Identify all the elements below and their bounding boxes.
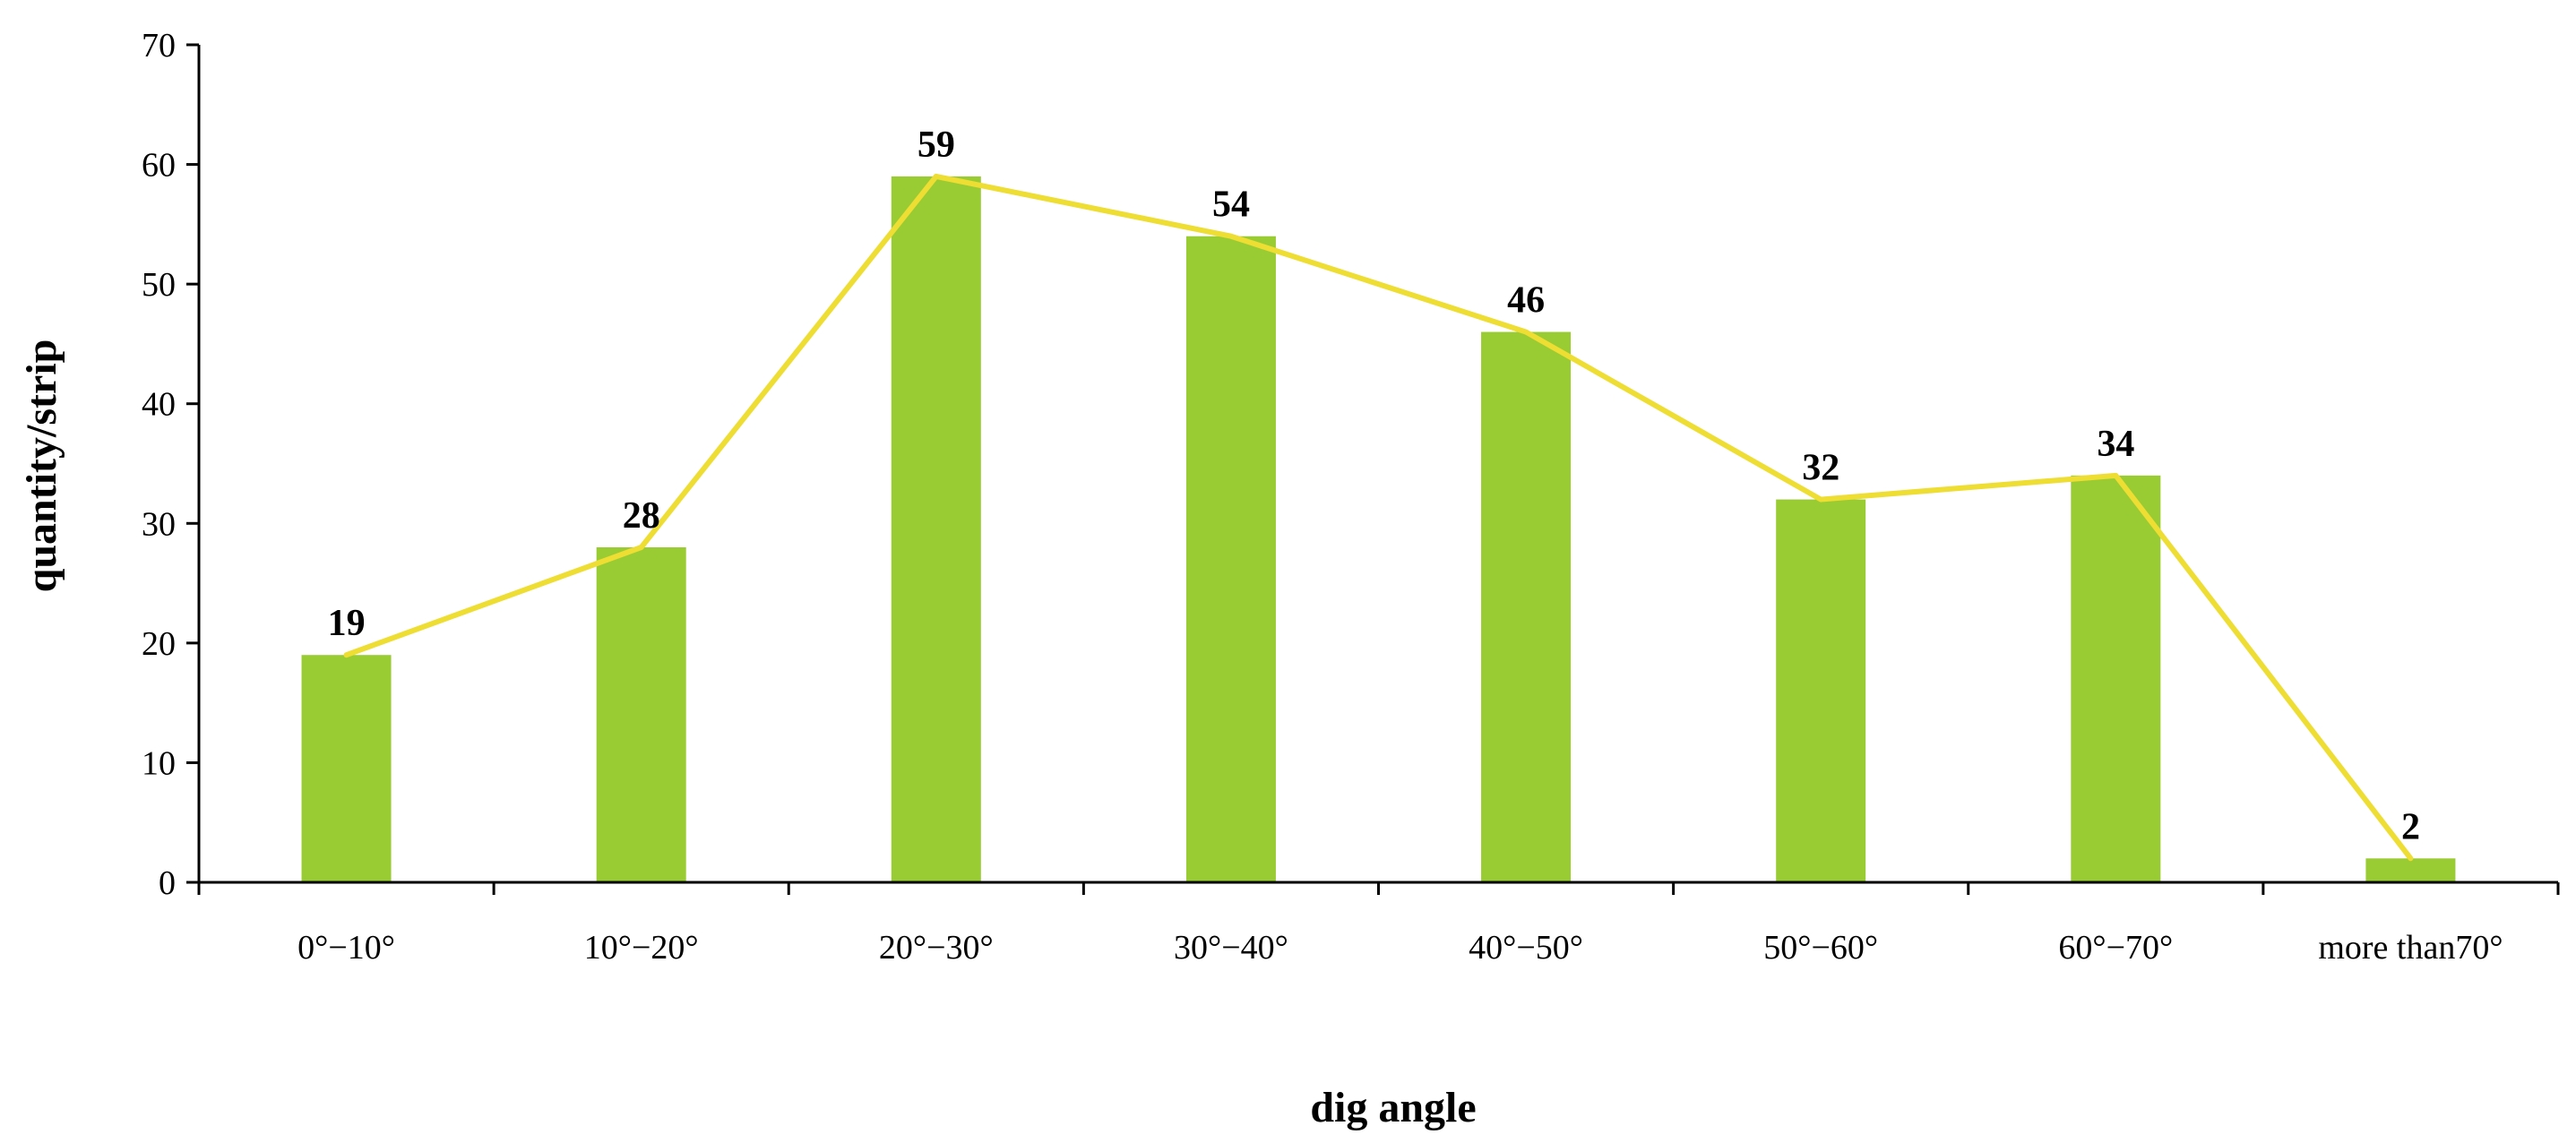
y-tick-label-20: 20 — [142, 625, 176, 663]
bars-layer — [301, 176, 2456, 883]
data-label-5: 46 — [1507, 280, 1545, 322]
x-axis-title: dig angle — [1310, 1084, 1476, 1131]
bar-1 — [301, 655, 392, 882]
x-tick-label-6: 50°−60° — [1763, 929, 1878, 967]
y-tick-label-0: 0 — [159, 864, 176, 902]
x-tick-label-2: 10°−20° — [584, 929, 699, 967]
x-tick-label-3: 20°−30° — [879, 929, 994, 967]
y-tick-label-10: 10 — [142, 744, 176, 782]
data-label-7: 34 — [2097, 424, 2134, 465]
x-tick-label-4: 30°−40° — [1174, 929, 1288, 967]
bar-8 — [2365, 858, 2456, 882]
y-tick-label-70: 70 — [142, 27, 176, 64]
y-axis-title: quantity/strip — [18, 339, 65, 593]
x-tick-label-1: 0°−10° — [297, 929, 395, 967]
series-line — [343, 173, 2414, 862]
data-label-1: 19 — [328, 603, 366, 644]
data-label-6: 32 — [1802, 448, 1839, 489]
bar-6 — [1776, 499, 1866, 882]
y-tick-label-50: 50 — [142, 266, 176, 304]
labels-layer: 0 10 20 30 40 50 60 70 0°−10° 10°−20° 20°−30° 30°−4… — [142, 27, 2503, 967]
data-label-2: 28 — [623, 495, 660, 537]
y-tick-label-60: 60 — [142, 147, 176, 185]
x-tick-label-8: more than70° — [2318, 929, 2503, 967]
bar-5 — [1481, 331, 1572, 883]
y-tick-label-40: 40 — [142, 386, 176, 424]
axes-layer — [186, 43, 2560, 895]
bar-2 — [596, 547, 686, 882]
y-tick-label-30: 30 — [142, 505, 176, 543]
x-tick-label-7: 60°−70° — [2058, 929, 2173, 967]
bar-3 — [891, 176, 981, 882]
bar-7 — [2071, 475, 2161, 882]
bar-4 — [1185, 236, 1276, 882]
data-label-8: 2 — [2401, 806, 2420, 847]
x-tick-label-5: 40°−50° — [1469, 929, 1583, 967]
data-label-3: 59 — [918, 125, 955, 166]
line-layer — [343, 173, 2414, 862]
data-label-4: 54 — [1212, 185, 1250, 226]
